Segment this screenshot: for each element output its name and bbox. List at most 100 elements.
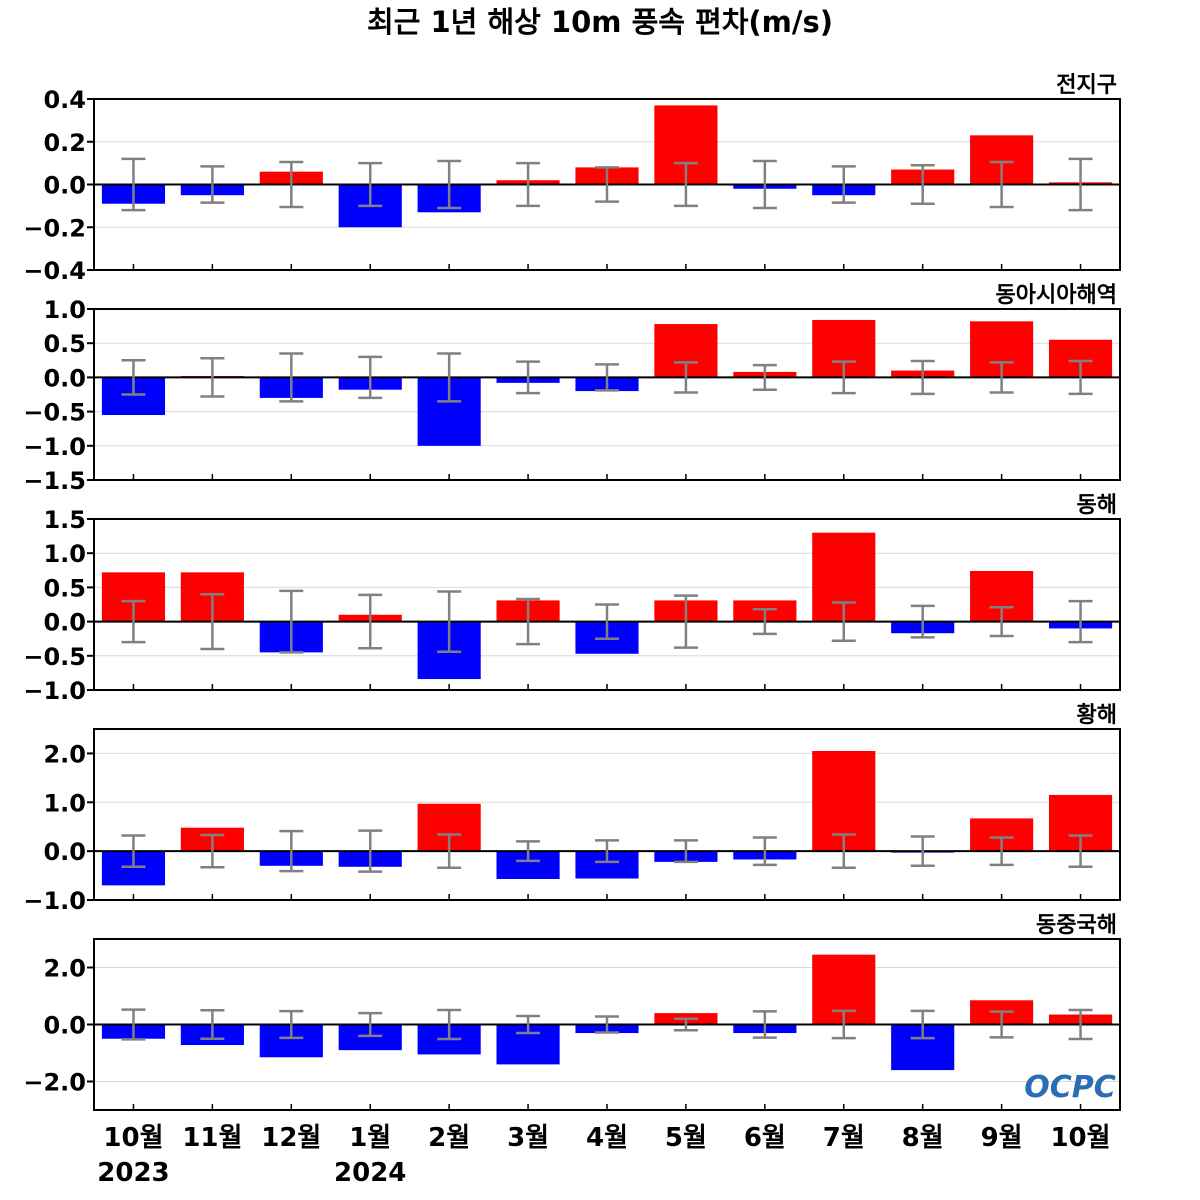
error-bar bbox=[1068, 359, 1093, 396]
error-bar bbox=[121, 599, 146, 644]
error-bar bbox=[121, 1008, 146, 1041]
ocpc-logo: OCPC bbox=[1024, 1070, 1116, 1105]
error-bar bbox=[279, 1009, 304, 1040]
error-bar bbox=[910, 1009, 935, 1040]
error-bar bbox=[516, 161, 541, 208]
y-tick-label: 2.0 bbox=[43, 955, 86, 983]
y-tick-label: 1.0 bbox=[43, 540, 86, 568]
x-tick-label: 9월 bbox=[981, 1123, 1023, 1153]
error-bar bbox=[831, 833, 856, 870]
error-bar bbox=[910, 835, 935, 868]
error-bar bbox=[989, 1010, 1014, 1039]
panel-frame bbox=[93, 518, 1121, 691]
error-bar bbox=[121, 359, 146, 396]
panel-4: −2.0 0.0 2.0 동중국해 bbox=[23, 913, 1121, 1111]
x-year-label: 2024 bbox=[334, 1158, 406, 1188]
chart-title: 최근 1년 해상 10m 풍속 편차(m/s) bbox=[367, 5, 833, 39]
x-tick-label: 10월 bbox=[103, 1123, 163, 1153]
error-bar bbox=[673, 361, 698, 394]
error-bar bbox=[516, 597, 541, 646]
y-tick-label: 0.5 bbox=[43, 574, 86, 602]
error-bar bbox=[752, 363, 777, 391]
y-tick-label: 0.0 bbox=[43, 609, 86, 637]
error-bar bbox=[989, 160, 1014, 209]
error-bar bbox=[910, 359, 935, 396]
x-tick-label: 6월 bbox=[744, 1123, 786, 1153]
panel-frame bbox=[93, 728, 1121, 901]
error-bar bbox=[1068, 599, 1093, 644]
error-bar bbox=[437, 1008, 462, 1041]
y-tick-label: 0.4 bbox=[43, 86, 86, 114]
error-bar bbox=[989, 605, 1014, 638]
panel-3: −1.0 0.0 1.0 2.0 황해 bbox=[23, 703, 1121, 915]
panel-title: 동중국해 bbox=[1036, 913, 1117, 938]
x-tick-label: 11월 bbox=[182, 1123, 242, 1153]
error-bar bbox=[831, 601, 856, 643]
error-bar bbox=[437, 159, 462, 210]
x-tick-label: 8월 bbox=[902, 1123, 944, 1153]
error-bar bbox=[279, 829, 304, 873]
y-tick-label: −1.0 bbox=[23, 887, 86, 915]
panel-0: −0.4 −0.2 0.0 0.2 0.4 전지구 bbox=[23, 73, 1121, 285]
x-tick-label: 3월 bbox=[507, 1123, 549, 1153]
panel-title: 황해 bbox=[1077, 703, 1117, 728]
error-bar bbox=[1068, 834, 1093, 869]
x-tick-label: 10월 bbox=[1050, 1123, 1110, 1153]
x-year-label: 2023 bbox=[97, 1158, 169, 1188]
error-bar bbox=[831, 360, 856, 395]
y-tick-label: 0.0 bbox=[43, 838, 86, 866]
error-bar bbox=[595, 166, 619, 203]
y-tick-label: −2.0 bbox=[23, 1069, 86, 1097]
error-bar bbox=[595, 1015, 619, 1034]
error-bar bbox=[358, 355, 383, 400]
error-bar bbox=[989, 361, 1014, 394]
y-tick-label: −1.0 bbox=[23, 433, 86, 461]
error-bar bbox=[437, 833, 462, 870]
error-bar bbox=[358, 593, 383, 650]
error-bar bbox=[831, 1009, 856, 1040]
y-tick-label: 1.0 bbox=[43, 296, 86, 324]
y-tick-label: 0.0 bbox=[43, 1012, 86, 1040]
error-bar bbox=[516, 1014, 541, 1035]
error-bar bbox=[121, 157, 146, 212]
x-tick-label: 7월 bbox=[823, 1123, 865, 1153]
y-tick-label: 0.0 bbox=[43, 172, 86, 200]
panel-title: 동해 bbox=[1077, 493, 1117, 518]
y-tick-label: −0.4 bbox=[23, 257, 86, 285]
error-bar bbox=[989, 836, 1014, 867]
y-tick-label: −0.5 bbox=[23, 399, 86, 427]
error-bar bbox=[358, 161, 383, 208]
error-bar bbox=[752, 159, 777, 210]
y-tick-label: 1.0 bbox=[43, 789, 86, 817]
error-bar bbox=[516, 360, 541, 395]
error-bar bbox=[673, 1017, 698, 1032]
error-bar bbox=[437, 590, 462, 653]
y-tick-label: 0.0 bbox=[43, 364, 86, 392]
error-bar bbox=[673, 594, 698, 649]
error-bar bbox=[200, 356, 225, 398]
error-bar bbox=[595, 839, 619, 864]
x-tick-label: 1월 bbox=[349, 1123, 391, 1153]
error-bar bbox=[1068, 157, 1093, 212]
error-bar bbox=[200, 592, 225, 651]
error-bar bbox=[279, 160, 304, 209]
error-bar bbox=[121, 834, 146, 869]
y-tick-label: 1.5 bbox=[43, 506, 86, 534]
panel-title: 동아시아해역 bbox=[996, 283, 1117, 308]
error-bar bbox=[200, 165, 225, 204]
y-tick-label: 2.0 bbox=[43, 740, 86, 768]
y-tick-label: −0.2 bbox=[23, 214, 86, 242]
panel-title: 전지구 bbox=[1056, 73, 1117, 98]
error-bar bbox=[752, 608, 777, 636]
y-tick-label: 0.5 bbox=[43, 330, 86, 358]
x-tick-label: 12월 bbox=[261, 1123, 321, 1153]
error-bar bbox=[910, 164, 935, 205]
panel-frame bbox=[93, 308, 1121, 481]
error-bar bbox=[910, 604, 935, 639]
error-bar bbox=[279, 352, 304, 403]
error-bar bbox=[358, 1011, 383, 1038]
error-bar bbox=[595, 603, 619, 640]
error-bar bbox=[200, 1009, 225, 1040]
error-bar bbox=[516, 840, 541, 863]
